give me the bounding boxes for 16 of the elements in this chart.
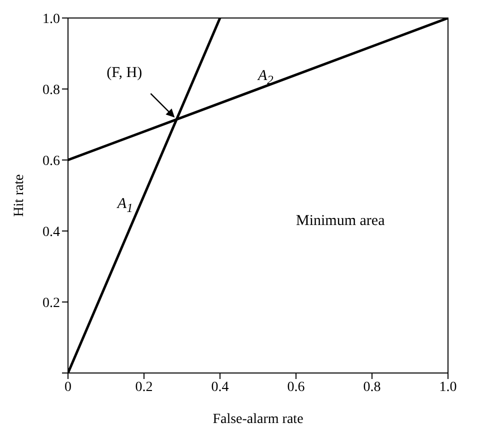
annotation: Minimum area bbox=[296, 213, 385, 230]
x-tick-label: 0 bbox=[64, 380, 72, 395]
x-tick-label: 1.0 bbox=[439, 380, 457, 395]
y-axis-title: Hit rate bbox=[12, 174, 27, 217]
annotation: A$_{1}$ bbox=[117, 196, 133, 216]
y-tick-label: 0.2 bbox=[42, 296, 60, 311]
x-tick-label: 0.2 bbox=[135, 380, 153, 395]
annotation: (F, H) bbox=[106, 64, 142, 82]
x-tick-label: 0.6 bbox=[287, 380, 305, 395]
y-tick-label: 0.4 bbox=[42, 224, 60, 240]
y-tick-label: 1.0 bbox=[42, 12, 60, 27]
y-tick-label: 0.8 bbox=[42, 82, 60, 98]
x-axis-title: False-alarm rate bbox=[212, 412, 304, 427]
y-tick-label: 0.6 bbox=[42, 154, 60, 169]
x-tick-label: 0.4 bbox=[211, 380, 229, 395]
x-tick-label: 0.8 bbox=[363, 380, 381, 395]
